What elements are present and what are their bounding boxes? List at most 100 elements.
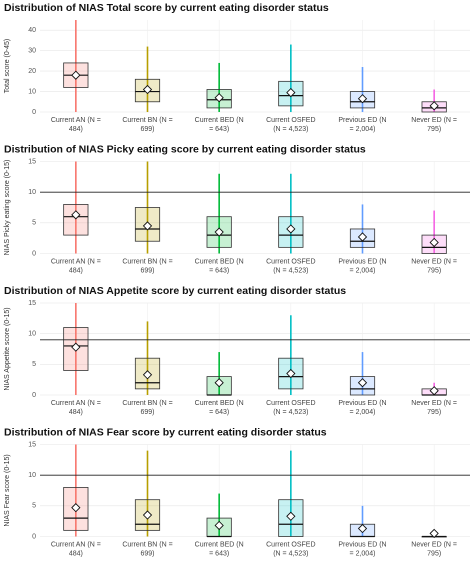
x-tick-label: = 643): [209, 551, 229, 558]
y-tick-label: 10: [28, 472, 36, 479]
x-tick-label: 795): [427, 551, 441, 558]
y-tick-label: 10: [28, 88, 36, 95]
x-tick-label: Previous ED (N: [338, 259, 386, 266]
box: [63, 204, 89, 236]
y-tick-label: 15: [28, 441, 36, 448]
x-tick-label: Current BN (N =: [122, 259, 172, 266]
y-tick-label: 0: [32, 250, 36, 257]
panel-title: Distribution of NIAS Total score by curr…: [4, 2, 329, 14]
x-tick-label: Current BED (N: [195, 259, 244, 266]
mean-diamond: [214, 378, 224, 388]
mean-diamond: [142, 370, 153, 380]
x-tick-label: Current BED (N: [195, 542, 244, 549]
mean-diamond: [142, 84, 153, 95]
x-tick-label: 484): [69, 126, 83, 133]
y-tick-label: 40: [28, 27, 36, 34]
x-tick-label: Current OSFED: [266, 117, 315, 124]
y-tick-label: 5: [32, 361, 36, 368]
x-tick-label: = 2,004): [350, 268, 376, 275]
x-tick-label: (N = 4,523): [273, 268, 308, 275]
mean-diamond: [429, 528, 439, 539]
mean-diamond: [142, 510, 153, 520]
x-tick-label: Current AN (N =: [51, 259, 101, 266]
x-tick-label: 795): [427, 268, 441, 275]
x-tick-label: 795): [427, 409, 441, 416]
mean-diamond: [357, 94, 368, 104]
x-tick-label: 699): [140, 268, 154, 275]
x-tick-label: Current AN (N =: [51, 400, 101, 407]
panel-title: Distribution of NIAS Fear score by curre…: [4, 427, 327, 439]
x-tick-label: Current BED (N: [195, 117, 244, 124]
mean-diamond: [214, 520, 224, 531]
x-tick-label: Current BN (N =: [122, 400, 172, 407]
mean-diamond: [71, 503, 81, 513]
x-tick-label: Current BED (N: [195, 400, 244, 407]
mean-diamond: [286, 87, 296, 98]
y-tick-label: 20: [28, 68, 36, 75]
y-tick-label: 15: [28, 300, 36, 307]
x-tick-label: Current OSFED: [266, 400, 315, 407]
y-tick-label: 15: [28, 158, 36, 165]
y-tick-label: 10: [28, 189, 36, 196]
y-tick-label: 10: [28, 331, 36, 338]
x-tick-label: 795): [427, 126, 441, 133]
y-tick-label: 5: [32, 220, 36, 227]
y-tick-label: 30: [28, 48, 36, 55]
box: [63, 327, 89, 371]
x-tick-label: Current AN (N =: [51, 542, 101, 549]
mean-diamond: [429, 237, 439, 248]
x-tick-label: Previous ED (N: [338, 542, 386, 549]
x-tick-label: Never ED (N =: [411, 542, 457, 549]
x-tick-label: Current OSFED: [266, 259, 315, 266]
x-tick-label: (N = 4,523): [273, 126, 308, 133]
x-tick-label: Never ED (N =: [411, 117, 457, 124]
x-tick-label: = 2,004): [350, 126, 376, 133]
panel-title: Distribution of NIAS Appetite score by c…: [4, 285, 346, 297]
y-tick-label: 5: [32, 503, 36, 510]
x-tick-label: 484): [69, 551, 83, 558]
y-axis-label: NIAS Picky eating score (0-15): [4, 160, 11, 256]
box: [134, 357, 161, 390]
x-tick-label: Current BN (N =: [122, 542, 172, 549]
x-tick-label: (N = 4,523): [273, 551, 308, 558]
box: [278, 357, 304, 390]
x-tick-label: Never ED (N =: [411, 259, 457, 266]
x-tick-label: Never ED (N =: [411, 400, 457, 407]
x-tick-label: = 2,004): [350, 409, 376, 416]
mean-diamond: [142, 221, 153, 231]
y-axis-label: NIAS Fear score (0-15): [4, 454, 11, 526]
y-tick-label: 0: [32, 109, 36, 116]
x-tick-label: = 643): [209, 409, 229, 416]
x-tick-label: 699): [140, 409, 154, 416]
y-tick-label: 0: [32, 533, 36, 540]
mean-diamond: [429, 386, 439, 396]
x-tick-label: 484): [69, 409, 83, 416]
mean-diamond: [357, 523, 368, 534]
mean-diamond: [429, 101, 439, 111]
x-tick-label: 699): [140, 126, 154, 133]
x-tick-label: Previous ED (N: [338, 400, 386, 407]
x-tick-label: 699): [140, 551, 154, 558]
mean-diamond: [286, 368, 296, 379]
mean-diamond: [286, 511, 296, 521]
y-axis-label: NIAS Appetite score (0-15): [4, 307, 11, 390]
x-tick-label: 484): [69, 268, 83, 275]
x-tick-label: Current OSFED: [266, 542, 315, 549]
x-tick-label: Previous ED (N: [338, 117, 386, 124]
x-tick-label: = 2,004): [350, 551, 376, 558]
y-axis-label: Total score (0-45): [4, 39, 11, 93]
x-tick-label: = 643): [209, 268, 229, 275]
x-tick-label: (N = 4,523): [273, 409, 308, 416]
x-tick-label: = 643): [209, 126, 229, 133]
x-tick-label: Current AN (N =: [51, 117, 101, 124]
y-tick-label: 0: [32, 392, 36, 399]
mean-diamond: [286, 224, 296, 234]
mean-diamond: [357, 378, 368, 388]
mean-diamond: [71, 342, 81, 352]
x-tick-label: Current BN (N =: [122, 117, 172, 124]
mean-diamond: [357, 232, 368, 242]
mean-diamond: [71, 210, 81, 220]
mean-diamond: [214, 227, 224, 237]
mean-diamond: [214, 93, 224, 103]
